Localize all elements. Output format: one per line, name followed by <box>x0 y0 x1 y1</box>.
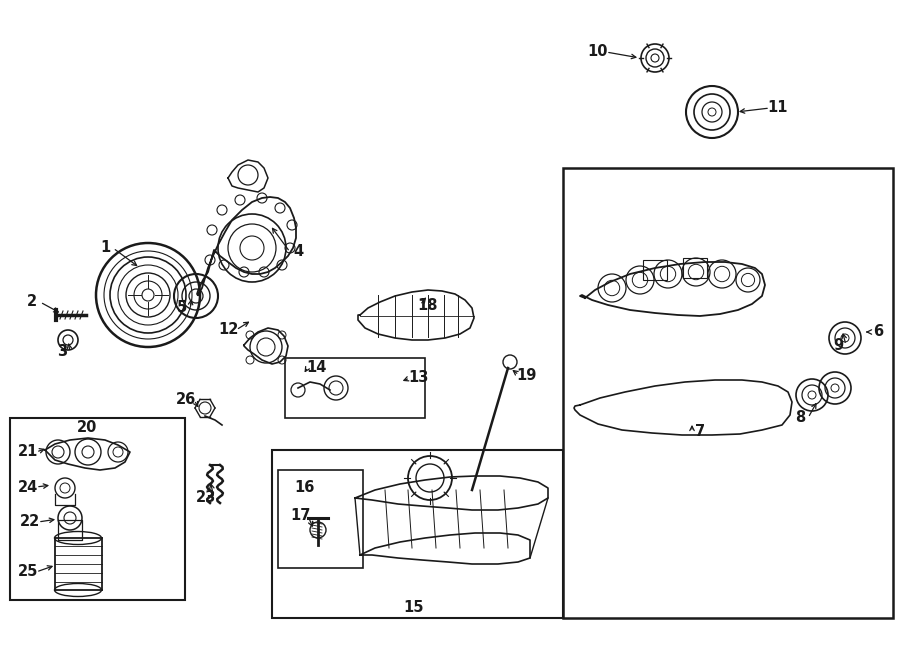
Text: 17: 17 <box>290 508 310 524</box>
Text: 21: 21 <box>18 444 38 459</box>
Text: 7: 7 <box>695 424 705 440</box>
Bar <box>683 258 707 278</box>
Text: 20: 20 <box>76 420 97 436</box>
Text: 18: 18 <box>418 297 438 313</box>
Bar <box>563 168 893 618</box>
Bar <box>278 470 363 568</box>
Text: 12: 12 <box>218 323 238 338</box>
Text: 6: 6 <box>873 325 883 340</box>
Text: 24: 24 <box>18 479 38 494</box>
Text: 1: 1 <box>100 241 110 256</box>
Text: 25: 25 <box>18 564 38 580</box>
Text: 13: 13 <box>408 371 428 385</box>
Bar <box>643 260 667 280</box>
Text: 3: 3 <box>57 344 68 360</box>
Text: 11: 11 <box>768 100 788 116</box>
Text: 5: 5 <box>177 301 187 315</box>
Text: 2: 2 <box>27 295 37 309</box>
Bar <box>10 418 185 600</box>
Text: 26: 26 <box>176 393 196 407</box>
Text: 23: 23 <box>196 490 216 506</box>
Text: 4: 4 <box>292 245 303 260</box>
Text: 22: 22 <box>20 514 40 529</box>
Text: 15: 15 <box>404 600 424 615</box>
Bar <box>285 358 425 418</box>
Text: 16: 16 <box>293 481 314 496</box>
Bar <box>272 450 563 618</box>
Text: 14: 14 <box>306 360 326 375</box>
Text: 19: 19 <box>517 368 537 383</box>
Text: 8: 8 <box>795 410 806 426</box>
Text: 10: 10 <box>588 44 608 59</box>
Text: 9: 9 <box>832 338 843 352</box>
